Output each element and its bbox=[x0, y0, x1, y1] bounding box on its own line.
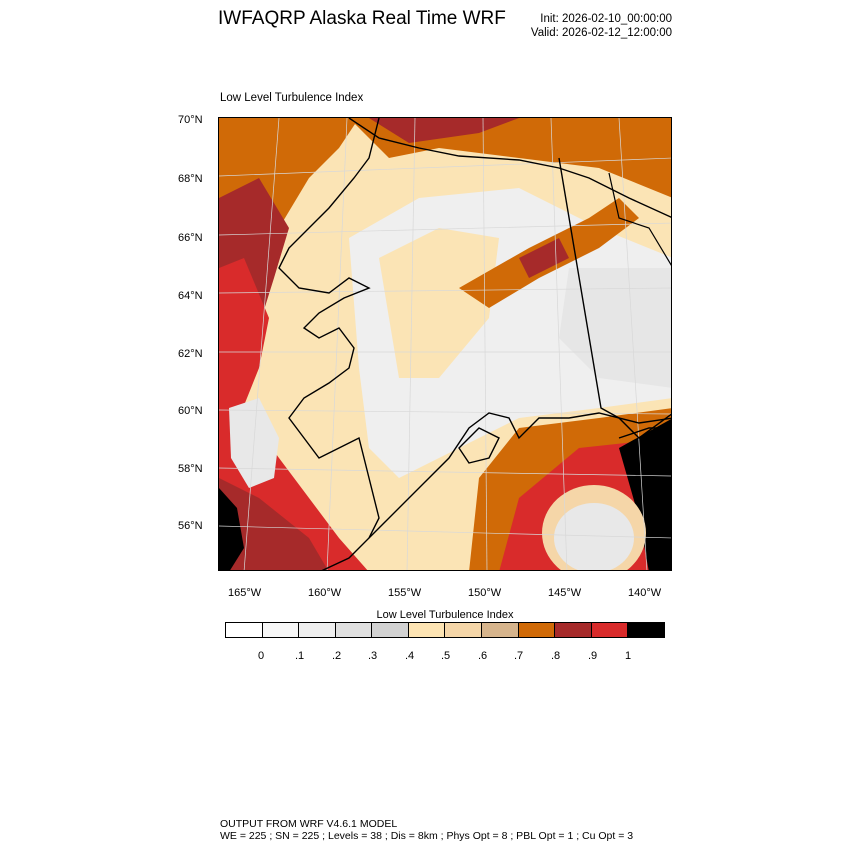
lat-label-58n: 58°N bbox=[178, 463, 203, 475]
field-black-gulf bbox=[619, 419, 671, 570]
colorbar-swatch bbox=[482, 623, 519, 637]
colorbar-swatch bbox=[555, 623, 592, 637]
lat-label-62n: 62°N bbox=[178, 348, 203, 360]
field-white-eddy bbox=[554, 503, 634, 570]
colorbar-swatch bbox=[445, 623, 483, 637]
lon-label-145w: 145°W bbox=[548, 587, 582, 599]
turbulence-map bbox=[219, 118, 671, 570]
colorbar-swatch bbox=[335, 623, 373, 637]
field-darkred-band bbox=[519, 238, 569, 278]
us-canada-border bbox=[558, 157, 671, 439]
lon-label-165w: 165°W bbox=[228, 587, 262, 599]
field-grey-east bbox=[559, 268, 671, 388]
lon-label-155w: 155°W bbox=[388, 587, 422, 599]
field-red-west bbox=[219, 258, 269, 428]
colorbar-swatch bbox=[262, 623, 300, 637]
field-darkred-north bbox=[369, 118, 519, 143]
lat-label-68n: 68°N bbox=[178, 173, 203, 185]
colorbar-label: .5 bbox=[441, 650, 451, 662]
colorbar-swatch bbox=[591, 623, 629, 637]
colorbar-label: .6 bbox=[478, 650, 488, 662]
model-info-line2: WE = 225 ; SN = 225 ; Levels = 38 ; Dis … bbox=[220, 830, 634, 842]
colorbar-label: .1 bbox=[295, 650, 305, 662]
colorbar-label: .9 bbox=[588, 650, 598, 662]
colorbar-label: .2 bbox=[332, 650, 342, 662]
colorbar-label: .7 bbox=[514, 650, 524, 662]
lat-label-60n: 60°N bbox=[178, 405, 203, 417]
colorbar-swatch bbox=[226, 623, 263, 637]
lon-label-140w: 140°W bbox=[628, 587, 662, 599]
colorbar-label: 0 bbox=[258, 650, 265, 662]
map-panel bbox=[218, 117, 672, 571]
plot-title: Low Level Turbulence Index bbox=[220, 92, 364, 104]
lat-label-66n: 66°N bbox=[178, 232, 203, 244]
chart-title: IWFAQRP Alaska Real Time WRF bbox=[218, 8, 506, 29]
lon-label-160w: 160°W bbox=[308, 587, 342, 599]
init-time: Init: 2026-02-10_00:00:00 bbox=[540, 13, 672, 25]
colorbar bbox=[225, 622, 665, 638]
field-cream-interior bbox=[379, 228, 499, 378]
colorbar-label: 1 bbox=[625, 650, 632, 662]
coastline bbox=[278, 118, 671, 570]
colorbar-swatch bbox=[628, 623, 664, 637]
colorbar-label: .8 bbox=[551, 650, 561, 662]
colorbar-swatch bbox=[299, 623, 336, 637]
lon-label-150w: 150°W bbox=[468, 587, 502, 599]
colorbar-label: .3 bbox=[368, 650, 378, 662]
colorbar-swatch bbox=[372, 623, 409, 637]
colorbar-label: .4 bbox=[405, 650, 415, 662]
colorbar-swatch bbox=[518, 623, 556, 637]
colorbar-title: Low Level Turbulence Index bbox=[376, 609, 514, 621]
colorbar-swatch bbox=[408, 623, 446, 637]
valid-time: Valid: 2026-02-12_12:00:00 bbox=[530, 27, 672, 39]
lat-label-70n: 70°N bbox=[178, 114, 203, 126]
yukon-border bbox=[608, 172, 671, 266]
field-black-southwest bbox=[219, 488, 244, 570]
lat-label-56n: 56°N bbox=[178, 520, 203, 532]
model-info: OUTPUT FROM WRF V4.6.1 MODEL WE = 225 ; … bbox=[220, 818, 633, 842]
run-times: Init: 2026-02-10_00:00:00 Valid: 2026-02… bbox=[531, 12, 672, 40]
model-info-line1: OUTPUT FROM WRF V4.6.1 MODEL bbox=[220, 818, 398, 830]
lat-label-64n: 64°N bbox=[178, 290, 203, 302]
